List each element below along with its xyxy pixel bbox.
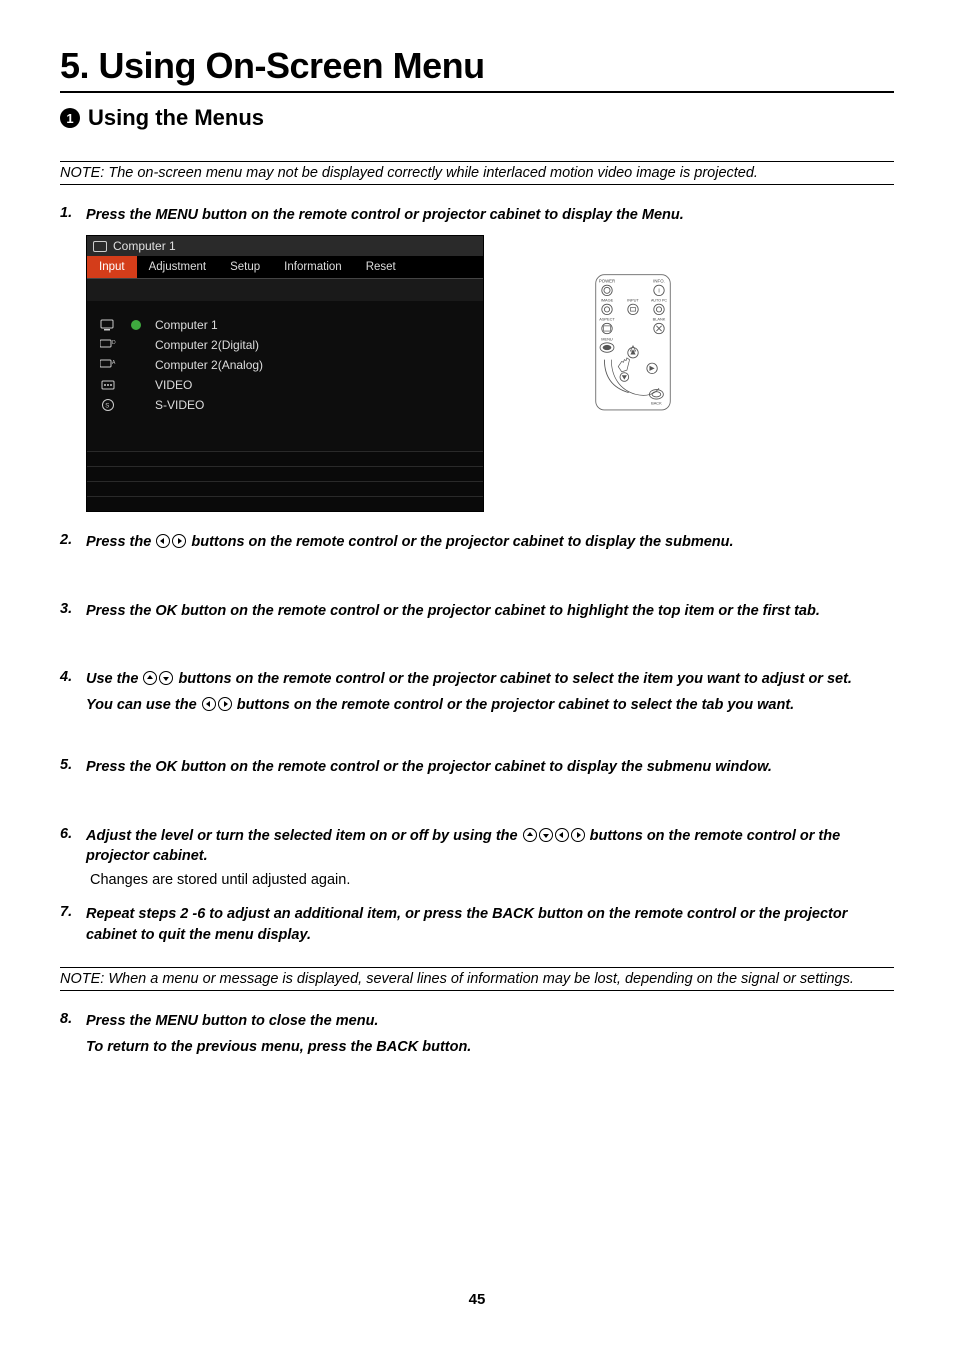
- blank-label: BLANK: [653, 317, 666, 322]
- osd-item: Computer 1: [87, 315, 483, 335]
- note-top: NOTE: The on-screen menu may not be disp…: [60, 161, 894, 185]
- svg-text:A: A: [112, 360, 116, 366]
- svg-text:S: S: [105, 404, 109, 410]
- step-5: 5. Press the OK button on the remote con…: [60, 757, 894, 777]
- step-8-sub: To return to the previous menu, press th…: [86, 1037, 894, 1057]
- osd-item-label: VIDEO: [155, 378, 192, 392]
- osd-tab-input: Input: [87, 256, 137, 278]
- info-label: INFO.: [653, 279, 665, 284]
- step-8: 8. Press the MENU button to close the me…: [60, 1011, 894, 1031]
- step-8-text: Press the MENU button to close the menu.: [86, 1011, 894, 1031]
- osd-footer: [87, 451, 483, 511]
- down-arrow-icon: [159, 671, 173, 685]
- step-7-text: Repeat steps 2 -6 to adjust an additiona…: [86, 904, 894, 945]
- osd-screenshot: Computer 1 Input Adjustment Setup Inform…: [86, 235, 484, 512]
- osd-item-label: S-VIDEO: [155, 398, 204, 412]
- osd-item: S S-VIDEO: [87, 395, 483, 415]
- section-title: Using the Menus: [88, 105, 264, 131]
- osd-titlebar: Computer 1: [87, 236, 483, 256]
- svideo-icon: S: [99, 398, 117, 412]
- left-arrow-icon: [202, 697, 216, 711]
- step-6-note: Changes are stored until adjusted again.: [90, 872, 894, 888]
- active-dot: [131, 320, 141, 330]
- osd-item: VIDEO: [87, 375, 483, 395]
- chapter-title: 5. Using On-Screen Menu: [60, 45, 894, 93]
- step-1-text: Press the MENU button on the remote cont…: [86, 205, 894, 225]
- input-label: INPUT: [627, 298, 639, 303]
- osd-item: A Computer 2(Analog): [87, 355, 483, 375]
- step-4-sub: You can use the buttons on the remote co…: [86, 695, 894, 715]
- autopc-label: AUTO PC: [651, 299, 667, 303]
- right-arrow-icon: [172, 534, 186, 548]
- svg-text:D: D: [112, 340, 116, 346]
- right-arrow-icon: [571, 828, 585, 842]
- osd-tab-reset: Reset: [354, 256, 408, 278]
- step-6-pre: Adjust the level or turn the selected it…: [86, 828, 522, 844]
- step-2-pre: Press the: [86, 534, 155, 550]
- step-4-pre: Use the: [86, 671, 142, 687]
- step-2: 2. Press the buttons on the remote contr…: [60, 532, 894, 552]
- left-arrow-icon: [555, 828, 569, 842]
- computer1-icon: [99, 318, 117, 332]
- back-label: BACK: [651, 401, 662, 406]
- power-label: POWER: [599, 279, 615, 284]
- osd-tabs: Input Adjustment Setup Information Reset: [87, 256, 483, 279]
- osd-tab-adjustment: Adjustment: [137, 256, 219, 278]
- step-4-sub-pre: You can use the: [86, 697, 201, 713]
- step-4: 4. Use the buttons on the remote control…: [60, 669, 894, 689]
- step-4-post: buttons on the remote control or the pro…: [174, 671, 852, 687]
- aspect-label: ASPECT: [599, 317, 615, 322]
- note-bottom: NOTE: When a menu or message is displaye…: [60, 967, 894, 991]
- video-icon: [99, 378, 117, 392]
- osd-item-label: Computer 2(Digital): [155, 338, 259, 352]
- svg-text:i: i: [658, 289, 659, 295]
- osd-item: D Computer 2(Digital): [87, 335, 483, 355]
- up-arrow-icon: [523, 828, 537, 842]
- osd-body: Computer 1 D Computer 2(Digital) A Compu…: [87, 301, 483, 451]
- step-1: 1. Press the MENU button on the remote c…: [60, 205, 894, 225]
- step-6: 6. Adjust the level or turn the selected…: [60, 826, 894, 867]
- left-arrow-icon: [156, 534, 170, 548]
- section-heading: 1 Using the Menus: [60, 105, 894, 131]
- down-arrow-icon: [539, 828, 553, 842]
- step-5-text: Press the OK button on the remote contro…: [86, 757, 894, 777]
- step-2-post: buttons on the remote control or the pro…: [187, 534, 733, 550]
- step-4-sub-post: buttons on the remote control or the pro…: [233, 697, 795, 713]
- remote-diagram: POWER INFO. i IMAGE INPUT AUTO PC ASPECT…: [594, 273, 672, 417]
- step-3: 3. Press the OK button on the remote con…: [60, 601, 894, 621]
- monitor-icon: [93, 241, 107, 252]
- menu-label: MENU: [601, 337, 613, 342]
- osd-tab-information: Information: [272, 256, 354, 278]
- section-number-badge: 1: [60, 108, 80, 128]
- image-label: IMAGE: [601, 298, 614, 303]
- osd-tab-setup: Setup: [218, 256, 272, 278]
- step-3-text: Press the OK button on the remote contro…: [86, 601, 894, 621]
- page-number: 45: [0, 1291, 954, 1308]
- right-arrow-icon: [218, 697, 232, 711]
- osd-item-label: Computer 1: [155, 318, 218, 332]
- osd-item-label: Computer 2(Analog): [155, 358, 263, 372]
- step-7: 7. Repeat steps 2 -6 to adjust an additi…: [60, 904, 894, 945]
- up-arrow-icon: [143, 671, 157, 685]
- osd-title: Computer 1: [113, 239, 176, 253]
- computer2d-icon: D: [99, 338, 117, 352]
- computer2a-icon: A: [99, 358, 117, 372]
